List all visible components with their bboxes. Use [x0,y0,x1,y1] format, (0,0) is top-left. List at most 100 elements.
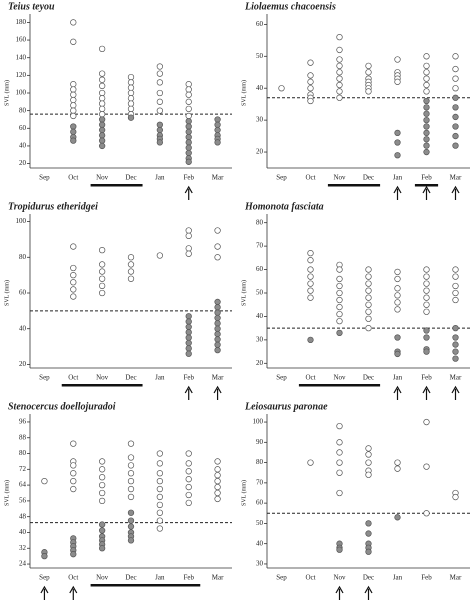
data-point [185,345,192,352]
data-point [127,537,135,544]
data-point [70,38,77,45]
y-tick-label: 120 [16,71,27,79]
data-point [307,72,314,79]
data-point [70,81,77,88]
data-point [214,254,221,261]
data-point [365,308,372,315]
data-point [365,530,372,537]
panel-title: Homonota fasciata [244,201,324,212]
data-point [185,499,192,507]
x-tick-label: Oct [68,174,78,182]
x-tick-label: Dec [125,574,136,582]
data-point [214,483,221,491]
data-point [98,261,106,268]
data-point [423,116,430,124]
data-point [423,418,430,426]
data-point [452,104,459,111]
data-point [70,485,77,493]
data-point [452,85,459,92]
data-point [452,75,459,82]
y-tick-label: 96 [19,418,27,426]
data-point [365,325,372,332]
data-point [394,514,401,521]
data-point [423,69,430,76]
data-point [98,45,106,53]
data-point [98,82,106,90]
data-point [185,339,192,347]
data-point [394,78,401,85]
data-point [185,450,192,457]
data-point [423,280,430,287]
x-tick-label: Mar [450,574,462,582]
data-point [214,489,221,497]
data-point [214,243,221,250]
data-point [98,105,106,113]
x-tick-label: Oct [68,574,78,582]
data-point [185,476,192,483]
data-point [214,116,221,123]
data-point [336,422,343,430]
data-point [156,79,164,86]
data-point [365,266,372,273]
data-point [185,91,192,98]
data-point [127,114,135,121]
x-tick-label: Mar [450,374,462,382]
data-point [70,286,77,293]
y-tick-label: 80 [256,218,264,226]
y-tick-label: 80 [19,106,27,114]
data-point [156,470,164,477]
y-tick-label: 100 [16,217,27,225]
data-point [394,292,401,299]
y-tick-label: 48 [19,512,27,520]
data-point [185,460,192,467]
data-point [365,471,372,478]
data-point [127,95,135,102]
y-tick-label: 60 [256,265,264,273]
data-point [336,62,343,70]
data-point [307,97,314,105]
data-point [214,309,221,316]
data-point [185,149,192,157]
data-point [70,440,77,447]
x-tick-label: Nov [96,174,109,182]
data-point [423,136,430,143]
data-point [98,111,106,118]
data-point [185,318,192,325]
data-point [185,158,192,165]
data-point [336,296,343,304]
data-point [452,266,459,273]
data-point [98,458,106,465]
data-point [214,298,221,306]
x-tick-label: Jan [155,374,165,382]
data-point [70,19,77,26]
data-point [70,271,77,279]
data-point [156,509,164,516]
y-tick-label: 80 [19,449,27,457]
data-point [70,123,77,130]
data-point [98,268,106,275]
data-point [98,545,106,552]
x-tick-label: Mar [212,374,224,382]
data-point [156,63,164,70]
data-point [365,548,372,555]
data-point [336,46,343,54]
y-tick-label: 30 [256,560,264,568]
y-tick-label: 160 [16,36,27,44]
data-point [278,85,285,92]
data-point [394,285,401,292]
data-point [98,76,106,83]
data-point [185,350,192,357]
y-tick-label: 40 [19,324,27,332]
x-tick-label: Sep [276,174,287,182]
x-tick-label: Dec [125,174,136,182]
data-point [127,79,135,86]
data-point [423,123,430,130]
data-point [423,62,430,70]
data-point [127,517,135,524]
y-tick-label: 30 [256,335,264,343]
x-tick-label: Sep [276,574,287,582]
data-point [307,250,314,257]
y-axis-label: SVL (mm) [240,480,247,506]
x-tick-label: Nov [333,174,346,182]
data-point [214,495,221,503]
